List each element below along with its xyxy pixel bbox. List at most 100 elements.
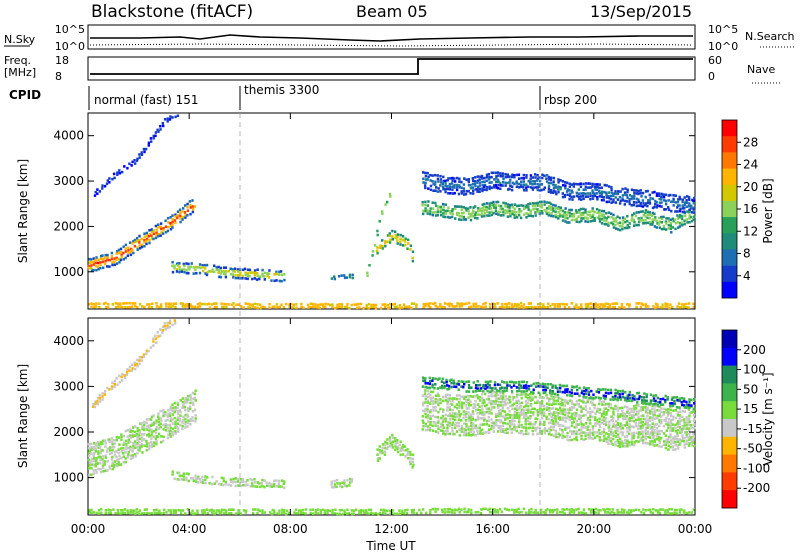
power-cell — [531, 188, 535, 191]
velocity-cell — [632, 410, 635, 414]
velocity-cell — [586, 418, 589, 422]
velocity-cell — [690, 436, 693, 439]
power-cell — [570, 189, 574, 192]
velocity-cell — [174, 420, 177, 424]
velocity-cell — [458, 428, 461, 431]
velocity-cell — [181, 397, 185, 400]
power-cell — [578, 197, 581, 201]
power-cell — [626, 226, 629, 230]
power-cell — [625, 200, 628, 203]
velocity-cell — [503, 410, 507, 413]
velocity-cell — [603, 403, 606, 407]
velocity-cell — [692, 432, 695, 436]
power-marks — [87, 114, 696, 310]
velocity-cell — [593, 431, 596, 434]
velocity-cell — [646, 408, 649, 412]
velocity-cell — [436, 508, 440, 511]
velocity-cell — [111, 461, 114, 465]
velocity-cell — [644, 406, 647, 409]
velocity-cell — [654, 423, 657, 426]
power-cell — [543, 209, 546, 212]
power-cell — [654, 202, 657, 206]
power-cell — [506, 203, 510, 206]
velocity-cell — [347, 512, 351, 515]
power-cell — [288, 303, 291, 306]
velocity-cell — [628, 416, 632, 420]
velocity-cell — [553, 392, 557, 396]
power-cell — [598, 217, 601, 221]
velocity-cell — [273, 479, 276, 483]
velocity-cell — [380, 449, 384, 453]
velocity-cell — [424, 389, 427, 392]
velocity-cell — [350, 509, 353, 512]
velocity-cell — [607, 392, 610, 395]
velocity-cell — [664, 443, 667, 447]
power-cell — [90, 302, 93, 305]
velocity-cell — [448, 379, 452, 382]
power-cell — [554, 210, 557, 214]
velocity-cell — [152, 444, 156, 448]
velocity-cell — [152, 421, 156, 424]
velocity-cell — [688, 442, 691, 445]
velocity-cell — [604, 388, 607, 391]
velocity-cell — [145, 445, 149, 448]
velocity-cell — [328, 509, 332, 513]
velocity-cell — [674, 429, 678, 433]
power-cell — [136, 305, 139, 309]
velocity-cell — [598, 425, 602, 429]
velocity-cell — [657, 401, 660, 404]
power-cell — [508, 302, 511, 305]
power-cell — [150, 305, 154, 309]
velocity-cell — [455, 430, 459, 433]
power-cell — [436, 213, 440, 217]
velocity-cell — [258, 509, 261, 513]
velocity-cell — [556, 414, 560, 418]
velocity-cell — [429, 402, 432, 405]
velocity-cell — [693, 417, 696, 421]
velocity-cell — [688, 400, 691, 404]
velocity-cell — [138, 512, 141, 515]
velocity-cell — [455, 403, 459, 406]
power-cell — [472, 192, 475, 195]
power-cell — [467, 209, 470, 213]
power-cell — [436, 177, 440, 181]
power-cell — [174, 115, 177, 119]
velocity-cell — [424, 397, 427, 401]
power-cell — [399, 240, 402, 244]
velocity-cell — [497, 393, 500, 397]
power-cell — [496, 186, 500, 190]
velocity-cell — [495, 399, 498, 403]
velocity-cell — [132, 426, 135, 429]
velocity-cell — [94, 400, 97, 403]
velocity-cell — [429, 390, 433, 394]
velocity-cell — [467, 414, 471, 417]
velocity-cell — [490, 421, 493, 425]
velocity-cell — [134, 512, 137, 515]
velocity-cell — [159, 334, 162, 338]
power-cell — [591, 215, 594, 219]
velocity-cell — [106, 386, 109, 390]
velocity-cell — [583, 386, 586, 389]
velocity-y-tick-label: 3000 — [53, 379, 84, 393]
power-cell — [251, 303, 254, 306]
velocity-cell — [109, 511, 113, 515]
power-cell — [444, 182, 447, 185]
power-cell — [580, 192, 583, 195]
power-cell — [483, 214, 486, 218]
velocity-cell — [602, 422, 606, 425]
power-cell — [483, 202, 486, 206]
power-cell — [552, 191, 555, 194]
velocity-cell — [681, 439, 684, 443]
velocity-y-tick-label: 2000 — [53, 425, 84, 439]
velocity-cell — [633, 398, 636, 401]
velocity-cell — [675, 508, 678, 512]
power-cell — [241, 277, 244, 280]
velocity-cell — [497, 412, 500, 415]
velocity-cell — [648, 424, 652, 427]
power-cell — [124, 250, 128, 253]
power-cell — [644, 215, 647, 218]
velocity-cell — [559, 510, 562, 514]
velocity-cell — [669, 445, 672, 449]
velocity-cell — [471, 427, 474, 430]
power-cell — [412, 302, 416, 305]
